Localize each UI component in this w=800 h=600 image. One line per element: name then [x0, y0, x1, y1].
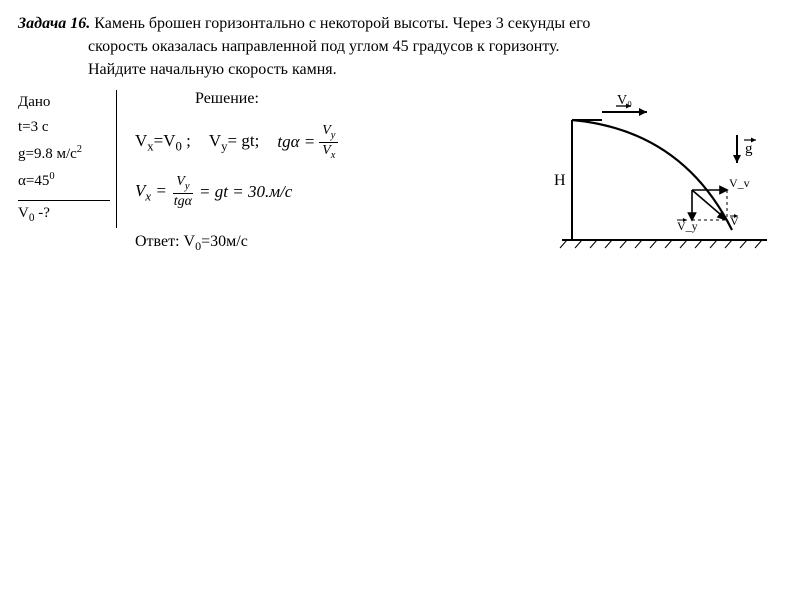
given-alpha-value: α=45: [18, 173, 49, 189]
given-alpha-exp: 0: [49, 171, 54, 182]
given-g: g=9.8 м/с2: [18, 140, 110, 167]
given-g-value: g=9.8 м/с: [18, 146, 77, 162]
given-column: Дано t=3 с g=9.8 м/с2 α=450 V0 -?: [18, 90, 117, 228]
eq-vy-eq-gt: Vy= gt;: [209, 131, 259, 154]
ground-hatch: [560, 240, 762, 248]
find-v: V: [18, 205, 29, 221]
solution-line-1: Vx=V0 ; Vy= gt; tgα = Vy Vx: [135, 124, 522, 162]
given-g-exp: 2: [77, 144, 82, 155]
given-find: V0 -?: [18, 201, 110, 228]
problem-text-line1: Камень брошен горизонтально с некоторой …: [94, 15, 590, 32]
problem-text-line3: Найдите начальную скорость камня.: [18, 58, 782, 81]
g-arrow-head: [733, 155, 741, 163]
vv-label: V_v: [729, 176, 750, 190]
solution-answer: Ответ: V0=30м/с: [135, 233, 522, 254]
given-time: t=3 с: [18, 115, 110, 140]
problem-statement: Задача 16. Камень брошен горизонтально с…: [18, 12, 782, 82]
diagram-svg: V₀ H: [532, 90, 772, 260]
eq-tg-alpha: tgα = Vy Vx: [277, 124, 338, 162]
find-q: -?: [34, 205, 49, 221]
answer-label: Ответ:: [135, 233, 184, 250]
v0-label: V₀: [617, 93, 632, 108]
fraction-vy-vx: Vy Vx: [319, 124, 338, 162]
eq-vx-derive: Vx = Vy tgα = gt = 30.м/с: [135, 175, 292, 209]
h-label: H: [554, 172, 566, 189]
solution-header: Решение:: [135, 90, 522, 114]
solution-line-2: Vx = Vy tgα = gt = 30.м/с: [135, 175, 522, 209]
g-label: g: [745, 141, 753, 157]
fraction-vy-tga: Vy tgα: [171, 175, 195, 209]
work-area: Дано t=3 с g=9.8 м/с2 α=450 V0 -? Решени…: [18, 90, 782, 260]
given-alpha: α=450: [18, 167, 110, 194]
trajectory-curve: [572, 120, 732, 230]
solution-column: Решение: Vx=V0 ; Vy= gt; tgα = Vy Vx Vx …: [117, 90, 522, 255]
eq-vx-eq-v0: Vx=V0 ;: [135, 131, 191, 154]
physics-diagram: V₀ H: [522, 90, 782, 260]
problem-text-line2: скорость оказалась направленной под угло…: [18, 35, 782, 58]
vy-label: V_y: [677, 219, 698, 233]
given-header: Дано: [18, 90, 110, 115]
v0-arrow-head: [639, 108, 647, 116]
problem-label: Задача 16.: [18, 15, 90, 32]
